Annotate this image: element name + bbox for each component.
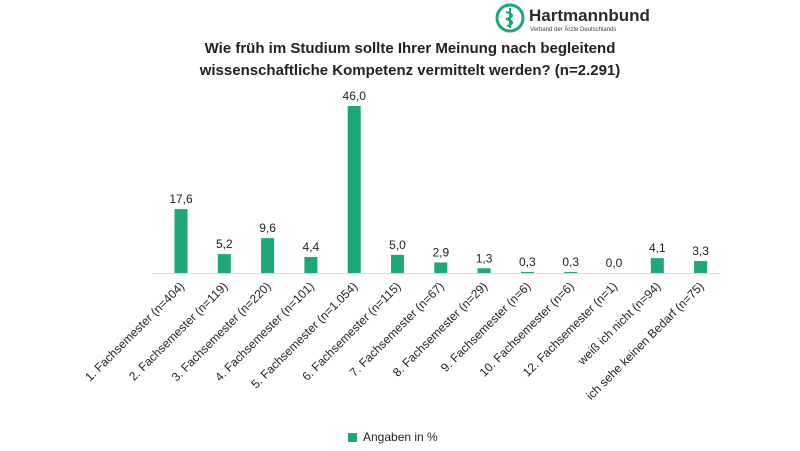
data-label: 5,0 xyxy=(389,238,406,252)
data-label: 2,9 xyxy=(432,245,449,259)
data-label: 5,2 xyxy=(216,237,233,251)
data-label: 4,4 xyxy=(303,240,320,254)
bar xyxy=(304,257,318,273)
data-label: 0,3 xyxy=(562,255,579,269)
bar xyxy=(694,261,708,273)
data-label: 1,3 xyxy=(476,251,493,265)
data-label: 0,0 xyxy=(606,256,623,270)
data-label: 4,1 xyxy=(649,241,666,255)
data-label: 9,6 xyxy=(259,221,276,235)
bar xyxy=(174,209,188,273)
chart-title-line-2: wissenschaftliche Kompetenz vermittelt w… xyxy=(199,62,621,79)
bar xyxy=(391,254,404,273)
data-label: 0,3 xyxy=(519,255,536,269)
data-label: 3,3 xyxy=(692,244,709,258)
data-label: 46,0 xyxy=(343,89,367,103)
legend-label: Angaben in % xyxy=(363,430,438,444)
bar xyxy=(477,268,491,273)
bar xyxy=(520,271,534,273)
brand-tagline: Verband der Ärzte Deutschlands xyxy=(530,27,617,33)
x-tick-label: weiß ich nicht (n=94) xyxy=(574,279,663,368)
hartmannbund-logo-icon xyxy=(495,3,525,33)
chart-legend: Angaben in % xyxy=(348,430,438,444)
bar xyxy=(261,238,275,273)
data-label: 17,6 xyxy=(169,192,193,206)
bar xyxy=(650,258,664,273)
legend-swatch xyxy=(348,432,357,442)
chart-title: Wie früh im Studium sollte Ihrer Meinung… xyxy=(140,38,680,82)
brand-logo: Hartmannbund Verband der Ärzte Deutschla… xyxy=(495,2,650,38)
brand-name: Hartmannbund xyxy=(529,6,650,25)
bar xyxy=(347,106,361,273)
chart-title-line-1: Wie früh im Studium sollte Ihrer Meinung… xyxy=(204,40,616,57)
bar xyxy=(217,254,231,273)
bar xyxy=(564,271,578,273)
bar xyxy=(434,262,448,273)
